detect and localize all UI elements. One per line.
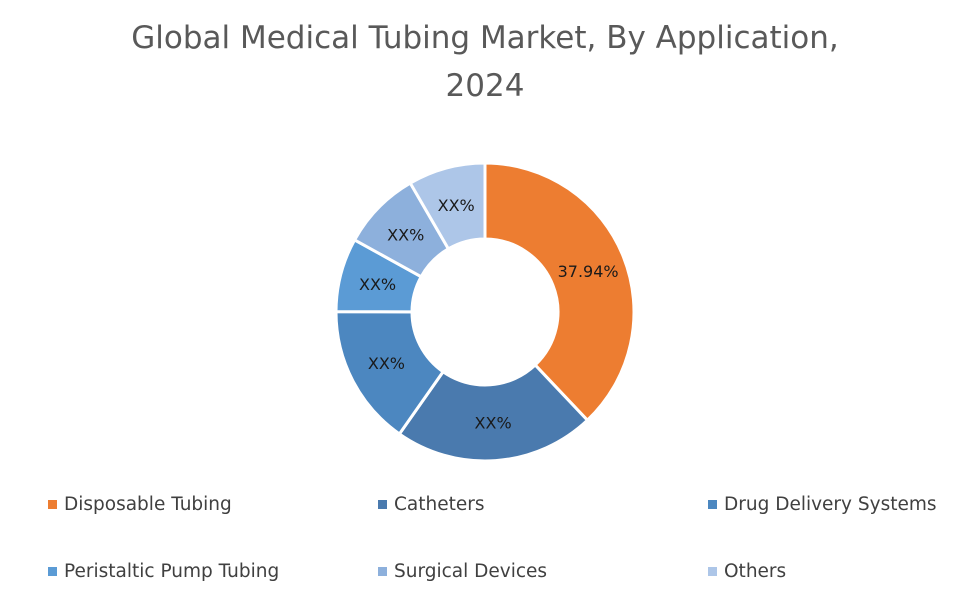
- legend-marker: [48, 567, 57, 576]
- legend-item: Peristaltic Pump Tubing: [48, 561, 279, 582]
- legend-marker: [378, 567, 387, 576]
- data-label: 37.94%: [558, 262, 619, 281]
- legend-label: Drug Delivery Systems: [724, 494, 937, 515]
- legend-item: Surgical Devices: [378, 561, 547, 582]
- legend-marker: [48, 500, 57, 509]
- legend-label: Peristaltic Pump Tubing: [64, 561, 280, 582]
- legend-item: Drug Delivery Systems: [708, 494, 937, 515]
- legend-label: Others: [724, 561, 787, 582]
- data-label: XX%: [359, 275, 396, 294]
- legend-marker: [708, 567, 717, 576]
- legend-item: Disposable Tubing: [48, 494, 232, 515]
- slice-others: [408, 161, 487, 251]
- legend-item: Others: [708, 561, 786, 582]
- legend-marker: [378, 500, 387, 509]
- data-label: XX%: [368, 354, 405, 373]
- legend-item: Catheters: [378, 494, 485, 515]
- chart-title: Global Medical Tubing Market, By Applica…: [0, 14, 965, 110]
- slice-catheters: [397, 362, 590, 463]
- chart-title-line-2: 2024: [445, 68, 525, 104]
- legend-label: Disposable Tubing: [64, 494, 232, 515]
- data-label: XX%: [438, 196, 475, 215]
- chart-title-line-1: Global Medical Tubing Market, By Applica…: [131, 20, 839, 56]
- legend-label: Catheters: [394, 494, 485, 515]
- slice-drug-delivery-systems: [334, 310, 446, 437]
- data-label: XX%: [387, 225, 424, 244]
- slice-disposable-tubing: [483, 161, 636, 423]
- data-label: XX%: [475, 414, 512, 433]
- legend-marker: [708, 500, 717, 509]
- legend-label: Surgical Devices: [394, 561, 548, 582]
